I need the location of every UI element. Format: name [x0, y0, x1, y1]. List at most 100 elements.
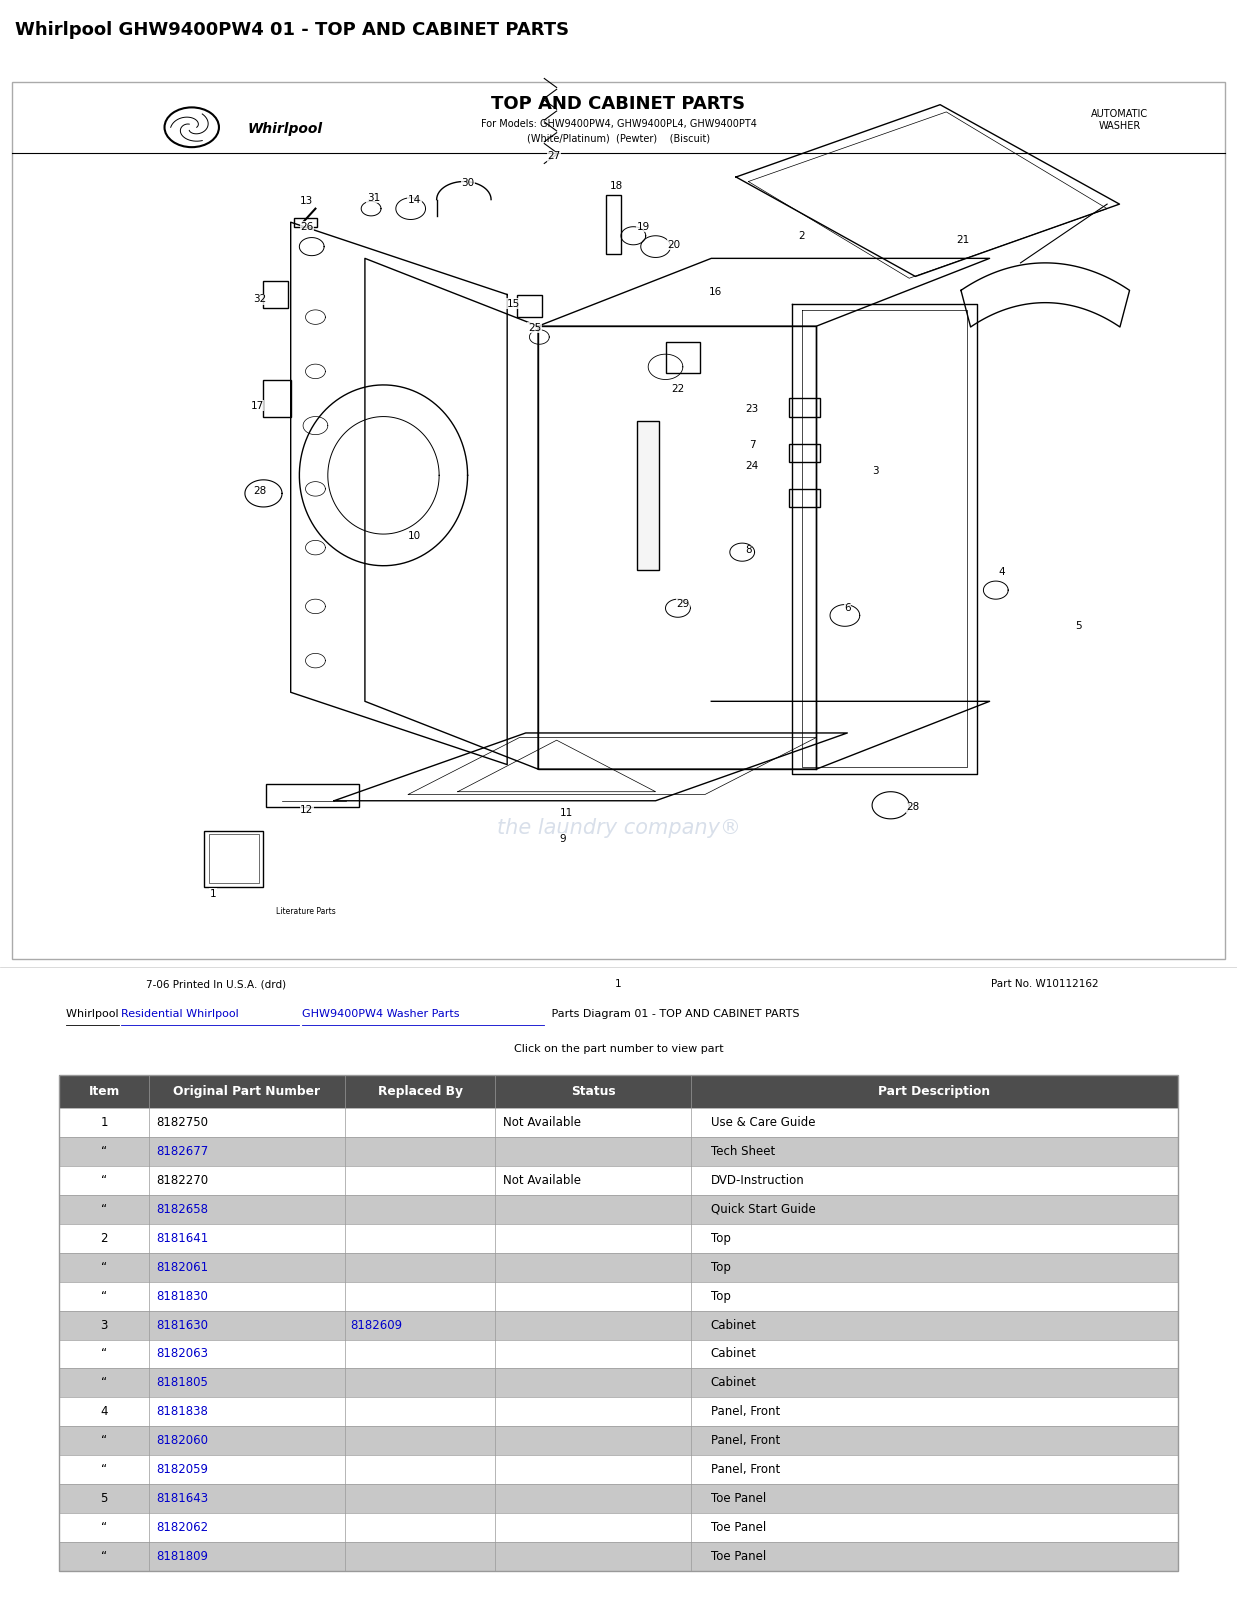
Text: 29: 29: [677, 598, 689, 608]
Text: 22: 22: [672, 384, 684, 395]
Text: Whirlpool GHW9400PW4 01 - TOP AND CABINET PARTS: Whirlpool GHW9400PW4 01 - TOP AND CABINE…: [15, 21, 569, 38]
Text: 31: 31: [367, 192, 380, 203]
Bar: [59, 1339, 1178, 1368]
Text: Replaced By: Replaced By: [377, 1085, 463, 1098]
Text: Residential Whirlpool: Residential Whirlpool: [121, 1008, 242, 1019]
Text: Part No. W10112162: Part No. W10112162: [991, 979, 1100, 989]
Text: Literature Parts: Literature Parts: [276, 907, 335, 915]
Bar: [538, 326, 816, 770]
Text: 8182062: 8182062: [157, 1522, 209, 1534]
Text: “: “: [101, 1376, 108, 1389]
Text: Part Description: Part Description: [878, 1085, 991, 1098]
Text: For Models: GHW9400PW4, GHW9400PL4, GHW9400PT4: For Models: GHW9400PW4, GHW9400PL4, GHW9…: [480, 118, 757, 128]
Text: 1: 1: [209, 890, 216, 899]
Bar: [666, 341, 700, 373]
Text: 32: 32: [254, 294, 266, 304]
Text: 11: 11: [560, 808, 573, 818]
Text: 3: 3: [872, 466, 880, 475]
Text: Toe Panel: Toe Panel: [710, 1550, 766, 1563]
Bar: [294, 218, 317, 227]
Text: “: “: [101, 1550, 108, 1563]
Circle shape: [495, 624, 742, 805]
Bar: [59, 1456, 1178, 1485]
Text: 19: 19: [637, 222, 649, 232]
Text: 15: 15: [507, 299, 520, 309]
Text: 4: 4: [998, 566, 1006, 578]
Text: Cabinet: Cabinet: [710, 1318, 757, 1331]
Text: “: “: [101, 1464, 108, 1477]
Bar: [59, 1426, 1178, 1456]
Text: 4: 4: [100, 1405, 108, 1418]
Text: 21: 21: [956, 235, 969, 245]
Text: 18: 18: [610, 181, 622, 190]
Text: 8182270: 8182270: [157, 1174, 209, 1187]
Text: Whirlpool: Whirlpool: [66, 1008, 121, 1019]
Bar: [637, 421, 659, 570]
Text: 8181830: 8181830: [157, 1290, 209, 1302]
Text: Cabinet: Cabinet: [710, 1376, 757, 1389]
Bar: [59, 1485, 1178, 1514]
Bar: [59, 1368, 1178, 1397]
Bar: [59, 1107, 1178, 1138]
Text: GHW9400PW4 Washer Parts: GHW9400PW4 Washer Parts: [302, 1008, 459, 1019]
Text: AUTOMATIC
WASHER: AUTOMATIC WASHER: [1091, 109, 1148, 131]
Text: 8181643: 8181643: [157, 1493, 209, 1506]
Text: 8181809: 8181809: [157, 1550, 209, 1563]
Text: 10: 10: [408, 531, 421, 541]
Bar: [59, 1138, 1178, 1166]
Circle shape: [680, 435, 854, 562]
Text: Use & Care Guide: Use & Care Guide: [710, 1115, 815, 1130]
Text: “: “: [101, 1522, 108, 1534]
Text: Status: Status: [571, 1085, 616, 1098]
Text: 7-06 Printed In U.S.A. (drd): 7-06 Printed In U.S.A. (drd): [146, 979, 287, 989]
Text: 20: 20: [668, 240, 680, 250]
Text: 8181805: 8181805: [157, 1376, 209, 1389]
Bar: [59, 1310, 1178, 1339]
Circle shape: [606, 381, 928, 616]
Text: Parts Diagram 01 - TOP AND CABINET PARTS: Parts Diagram 01 - TOP AND CABINET PARTS: [548, 1008, 799, 1019]
Text: Toe Panel: Toe Panel: [710, 1493, 766, 1506]
Text: 8181641: 8181641: [157, 1232, 209, 1245]
Text: “: “: [101, 1203, 108, 1216]
Text: 1: 1: [615, 979, 622, 989]
Text: 8182658: 8182658: [157, 1203, 209, 1216]
Text: 13: 13: [301, 197, 313, 206]
Text: “: “: [101, 1347, 108, 1360]
Text: 8: 8: [745, 546, 752, 555]
Text: Cabinet: Cabinet: [710, 1347, 757, 1360]
Bar: [59, 1397, 1178, 1426]
Bar: [59, 1075, 1178, 1107]
Text: 5: 5: [1075, 621, 1082, 632]
Text: 28: 28: [254, 486, 266, 496]
Text: 8182059: 8182059: [157, 1464, 209, 1477]
Bar: [789, 490, 820, 507]
Text: 8182060: 8182060: [157, 1434, 209, 1448]
Text: 27: 27: [548, 152, 560, 162]
Bar: [789, 443, 820, 462]
Text: 7: 7: [748, 440, 756, 451]
Text: Whirlpool: Whirlpool: [247, 122, 323, 136]
Text: TOP AND CABINET PARTS: TOP AND CABINET PARTS: [491, 94, 746, 112]
Bar: [59, 1542, 1178, 1571]
Text: 8182609: 8182609: [350, 1318, 403, 1331]
Text: Top: Top: [710, 1261, 731, 1274]
Circle shape: [532, 651, 705, 778]
Text: Panel, Front: Panel, Front: [710, 1405, 779, 1418]
Text: Click on the part number to view part: Click on the part number to view part: [513, 1045, 724, 1054]
Text: Tech Sheet: Tech Sheet: [710, 1146, 774, 1158]
Text: 9: 9: [559, 834, 567, 843]
Bar: [59, 1166, 1178, 1195]
Circle shape: [346, 435, 520, 562]
Circle shape: [272, 381, 594, 616]
Bar: [517, 294, 542, 317]
Text: “: “: [101, 1434, 108, 1448]
Text: 8182750: 8182750: [157, 1115, 209, 1130]
Text: 25: 25: [528, 323, 541, 333]
Bar: [263, 282, 288, 309]
Circle shape: [643, 408, 891, 589]
Text: Not Available: Not Available: [503, 1174, 581, 1187]
Text: Quick Start Guide: Quick Start Guide: [710, 1203, 815, 1216]
Text: 14: 14: [408, 195, 421, 205]
Text: 2: 2: [798, 230, 805, 240]
Text: 1: 1: [100, 1115, 108, 1130]
